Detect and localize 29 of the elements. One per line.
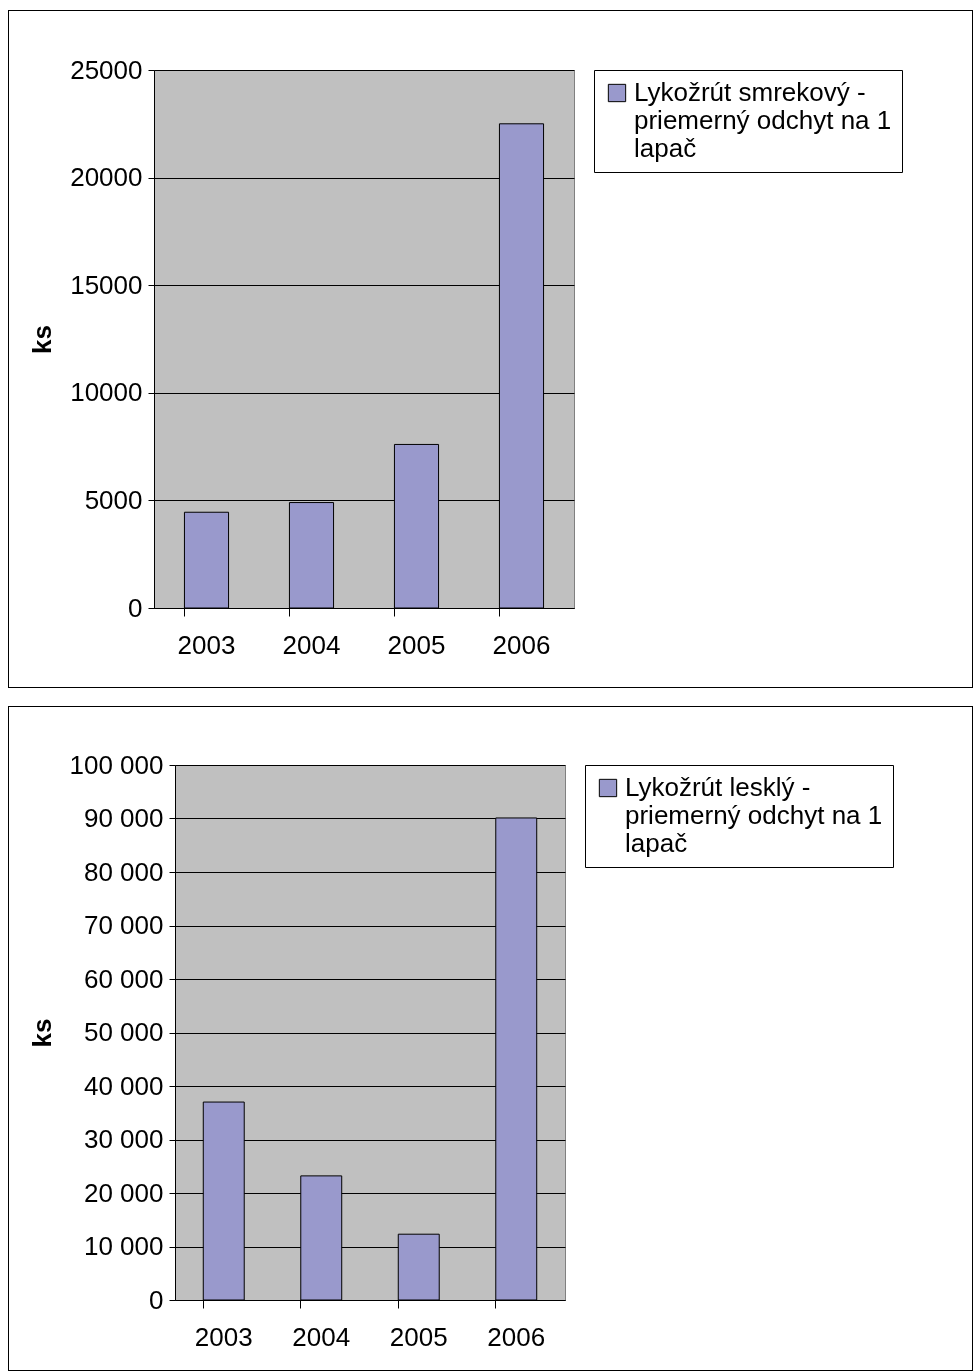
- y-tick-label: 40 000: [83, 1070, 164, 1101]
- y-tick-label: 60 000: [83, 963, 164, 994]
- x-tick-label: 2006: [492, 629, 551, 660]
- y-tick-label: 20000: [70, 162, 143, 193]
- x-tick-label: 2005: [387, 629, 446, 660]
- y-tick-label: 15000: [70, 269, 143, 300]
- y-tick-label: 10000: [70, 377, 143, 408]
- x-tick-label: 2003: [194, 1321, 253, 1352]
- legend-label: Lykožrút lesklý - priemerný odchyt na 1 lapač: [625, 772, 883, 858]
- x-tick-label: 2004: [282, 629, 341, 660]
- y-tick-label: 10 000: [83, 1231, 164, 1261]
- y-tick-label: 5000: [84, 484, 143, 515]
- y-tick-label: 50 000: [83, 1017, 164, 1047]
- x-tick-label: 2004: [292, 1321, 351, 1352]
- y-tick-label: 90 000: [83, 803, 164, 833]
- y-tick-label: 30 000: [83, 1124, 164, 1154]
- y-tick-label: 0: [149, 1284, 164, 1315]
- y-tick-label: 70 000: [83, 910, 164, 940]
- y-tick-label: 100 000: [69, 749, 164, 780]
- x-tick-label: 2006: [487, 1321, 546, 1352]
- y-axis-title: ks: [27, 325, 58, 354]
- y-tick-label: 0: [128, 592, 143, 623]
- y-axis-title: ks: [26, 1018, 57, 1048]
- y-tick-label: 80 000: [83, 856, 164, 887]
- x-tick-label: 2003: [177, 629, 236, 660]
- y-tick-label: 25000: [70, 54, 143, 85]
- legend-label: Lykožrút smrekový - priemerný odchyt na 1 lapač: [634, 77, 892, 163]
- x-tick-label: 2005: [389, 1321, 448, 1352]
- y-tick-label: 20 000: [83, 1177, 164, 1208]
